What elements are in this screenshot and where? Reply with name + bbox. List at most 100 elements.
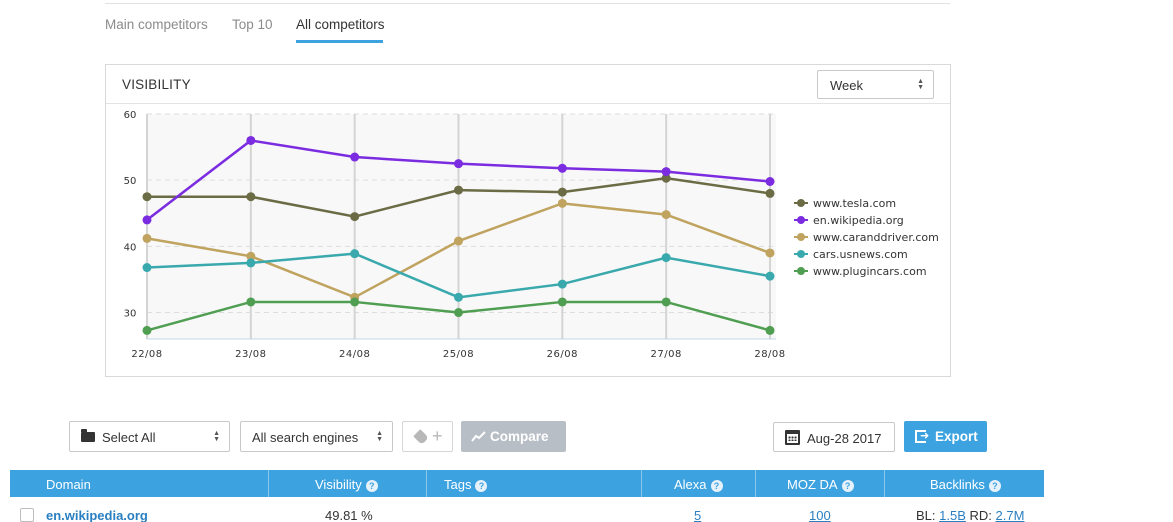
- rd-label: RD:: [969, 508, 992, 522]
- data-point: [142, 192, 152, 202]
- data-point: [661, 167, 671, 177]
- help-icon[interactable]: ?: [710, 480, 723, 492]
- col-domain[interactable]: Domain: [46, 477, 91, 492]
- moz-da-link[interactable]: 100: [809, 508, 831, 522]
- y-tick-label: 50: [124, 176, 137, 187]
- date-picker[interactable]: Aug-28 2017: [773, 422, 895, 452]
- col-alexa[interactable]: Alexa?: [674, 470, 723, 497]
- legend-label: www.plugincars.com: [813, 265, 927, 278]
- data-point: [557, 163, 567, 173]
- x-tick-label: 27/08: [651, 349, 682, 360]
- table-row: en.wikipedia.org 49.81 % 5 100 BL: 1.5B …: [10, 497, 1044, 522]
- data-point: [350, 212, 360, 222]
- active-tab-indicator: [296, 40, 383, 43]
- y-tick-label: 60: [124, 110, 137, 121]
- col-divider: [426, 470, 427, 497]
- search-engines-label: All search engines: [252, 430, 359, 445]
- data-point: [557, 279, 567, 289]
- panel-divider: [106, 103, 950, 104]
- data-point: [765, 177, 775, 186]
- y-tick-label: 40: [124, 242, 137, 253]
- help-icon[interactable]: ?: [365, 480, 378, 492]
- y-tick-label: 30: [124, 309, 137, 320]
- data-point: [142, 215, 152, 225]
- add-tag-button[interactable]: +: [402, 421, 453, 452]
- data-point: [454, 185, 463, 195]
- plus-icon: +: [432, 426, 443, 446]
- col-divider: [268, 470, 269, 497]
- col-divider: [755, 470, 756, 497]
- data-point: [661, 297, 671, 307]
- x-tick-label: 23/08: [235, 349, 266, 360]
- visibility-value: 49.81 %: [325, 508, 373, 522]
- export-label: Export: [935, 429, 978, 444]
- data-point: [765, 188, 775, 198]
- col-backlinks[interactable]: Backlinks?: [930, 470, 1001, 497]
- data-point: [350, 152, 360, 162]
- col-tags[interactable]: Tags?: [444, 470, 488, 497]
- data-point: [454, 292, 463, 302]
- data-point: [765, 248, 775, 258]
- data-point: [661, 173, 671, 183]
- calendar-icon: [785, 430, 800, 445]
- help-icon[interactable]: ?: [475, 480, 488, 492]
- data-point: [246, 258, 256, 268]
- tab-all-competitors[interactable]: All competitors: [296, 17, 385, 32]
- data-point: [142, 233, 152, 243]
- rd-link[interactable]: 2.7M: [995, 508, 1025, 522]
- bl-link[interactable]: 1.5B: [939, 508, 966, 522]
- x-tick-label: 28/08: [754, 349, 785, 360]
- help-icon[interactable]: ?: [988, 480, 1001, 492]
- legend-label: cars.usnews.com: [813, 248, 908, 261]
- x-tick-label: 22/08: [131, 349, 162, 360]
- table-header: Domain Visibility? Tags? Alexa? MOZ DA? …: [10, 470, 1044, 497]
- visibility-panel: VISIBILITY Week ▲ ▼ 30 40 50 60 22/08 23/08 24/…: [105, 64, 951, 377]
- data-point: [454, 159, 463, 169]
- legend-marker: [797, 199, 805, 207]
- col-moz-da[interactable]: MOZ DA?: [787, 470, 854, 497]
- data-point: [661, 210, 671, 220]
- alexa-link[interactable]: 5: [694, 508, 702, 522]
- compare-button[interactable]: Compare: [461, 421, 566, 452]
- tab-main-competitors[interactable]: Main competitors: [105, 17, 208, 32]
- legend-label: en.wikipedia.org: [813, 214, 904, 227]
- x-tick-label: 26/08: [547, 349, 578, 360]
- tab-top-10[interactable]: Top 10: [232, 17, 273, 32]
- legend-marker: [797, 267, 805, 275]
- period-select-value: Week: [830, 78, 863, 93]
- select-all-dropdown[interactable]: Select All ▲ ▼: [69, 421, 230, 452]
- data-point: [142, 263, 152, 273]
- chart-line-icon: [471, 431, 486, 442]
- x-tick-label: 25/08: [443, 349, 474, 360]
- help-icon[interactable]: ?: [841, 480, 854, 492]
- period-select[interactable]: Week ▲ ▼: [817, 70, 934, 99]
- visibility-line-chart: 30 40 50 60 22/08 23/08 24/08 25/08 26/08 27/08 28…: [124, 110, 939, 360]
- panel-title: VISIBILITY: [122, 77, 191, 92]
- data-point: [661, 253, 671, 263]
- col-visibility[interactable]: Visibility?: [315, 470, 378, 497]
- legend-marker: [797, 233, 805, 241]
- search-engines-dropdown[interactable]: All search engines ▲ ▼: [240, 421, 393, 452]
- x-tick-label: 24/08: [339, 349, 370, 360]
- export-icon: [915, 429, 929, 443]
- data-point: [246, 192, 256, 202]
- folder-icon: [81, 429, 95, 442]
- bl-label: BL:: [916, 508, 936, 522]
- data-point: [765, 271, 775, 281]
- row-checkbox[interactable]: [20, 508, 34, 522]
- data-point: [557, 187, 567, 197]
- col-divider: [884, 470, 885, 497]
- date-label: Aug-28 2017: [807, 431, 882, 446]
- data-point: [246, 297, 256, 307]
- data-point: [557, 198, 567, 208]
- data-point: [246, 251, 256, 261]
- legend-label: www.caranddriver.com: [813, 231, 939, 244]
- select-arrows-icon: ▲ ▼: [917, 78, 924, 91]
- export-button[interactable]: Export: [904, 421, 987, 452]
- domain-link[interactable]: en.wikipedia.org: [46, 508, 148, 522]
- legend-label: www.tesla.com: [813, 197, 896, 210]
- select-arrows-icon: ▲ ▼: [213, 430, 220, 443]
- legend-marker: [797, 216, 805, 224]
- col-divider: [641, 470, 642, 497]
- data-point: [350, 249, 360, 259]
